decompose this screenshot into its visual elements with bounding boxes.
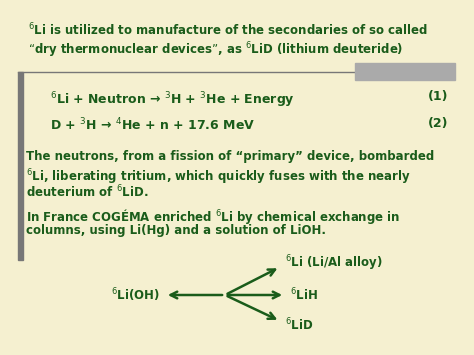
Text: (1): (1): [428, 90, 448, 103]
Bar: [18, 72, 23, 260]
Text: $^{6}$Li, liberating tritium, which quickly fuses with the nearly: $^{6}$Li, liberating tritium, which quic…: [26, 167, 410, 187]
Text: In France COGÉMA enriched $^{6}$Li by chemical exchange in: In France COGÉMA enriched $^{6}$Li by ch…: [26, 207, 401, 226]
Text: $^{6}$Li(OH): $^{6}$Li(OH): [111, 286, 160, 304]
Text: $^{6}$Li is utilized to manufacture of the secondaries of so called: $^{6}$Li is utilized to manufacture of t…: [28, 22, 428, 39]
Bar: [355, 63, 455, 80]
Text: “dry thermonuclear devices”, as $^{6}$LiD (lithium deuteride): “dry thermonuclear devices”, as $^{6}$Li…: [28, 40, 403, 60]
Text: The neutrons, from a fission of “primary” device, bombarded: The neutrons, from a fission of “primary…: [26, 150, 434, 163]
Text: $^{6}$Li + Neutron → $^{3}$H + $^{3}$He + Energy: $^{6}$Li + Neutron → $^{3}$H + $^{3}$He …: [50, 90, 295, 110]
Text: $^{6}$LiD: $^{6}$LiD: [285, 317, 313, 333]
Text: columns, using Li(Hg) and a solution of LiOH.: columns, using Li(Hg) and a solution of …: [26, 224, 326, 237]
Text: deuterium of $^{6}$LiD.: deuterium of $^{6}$LiD.: [26, 184, 148, 201]
Text: $^{6}$LiH: $^{6}$LiH: [290, 287, 318, 303]
Text: (2): (2): [428, 117, 448, 130]
Text: D + $^{3}$H → $^{4}$He + n + 17.6 MeV: D + $^{3}$H → $^{4}$He + n + 17.6 MeV: [50, 117, 255, 133]
Text: $^{6}$Li (Li/Al alloy): $^{6}$Li (Li/Al alloy): [285, 253, 383, 273]
